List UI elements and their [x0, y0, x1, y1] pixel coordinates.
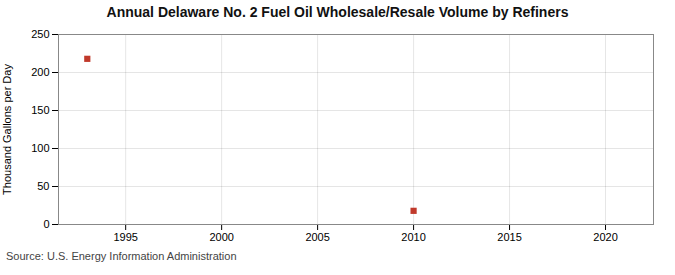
- html-text:Source: U.S. Energy Informatio: Source: U.S. Energy Information Administ…: [6, 250, 237, 262]
- html-text:Annual Delaware No. 2 Fuel Oil: Annual Delaware No. 2 Fuel Oil Wholesale…: [106, 4, 569, 20]
- svg-text:2005: 2005: [305, 231, 329, 243]
- svg-text:150: 150: [31, 104, 49, 116]
- svg-text:2010: 2010: [401, 231, 425, 243]
- svg-text:200: 200: [31, 66, 49, 78]
- svg-text:1995: 1995: [113, 231, 137, 243]
- svg-text:2015: 2015: [497, 231, 521, 243]
- svg-text:100: 100: [31, 142, 49, 154]
- svg-text:50: 50: [37, 180, 49, 192]
- svg-text:250: 250: [31, 28, 49, 40]
- svg-text:0: 0: [43, 218, 49, 230]
- svg-text:2020: 2020: [593, 231, 617, 243]
- svg-text:Thousand Gallons per Day: Thousand Gallons per Day: [1, 64, 13, 195]
- svg-text:2000: 2000: [209, 231, 233, 243]
